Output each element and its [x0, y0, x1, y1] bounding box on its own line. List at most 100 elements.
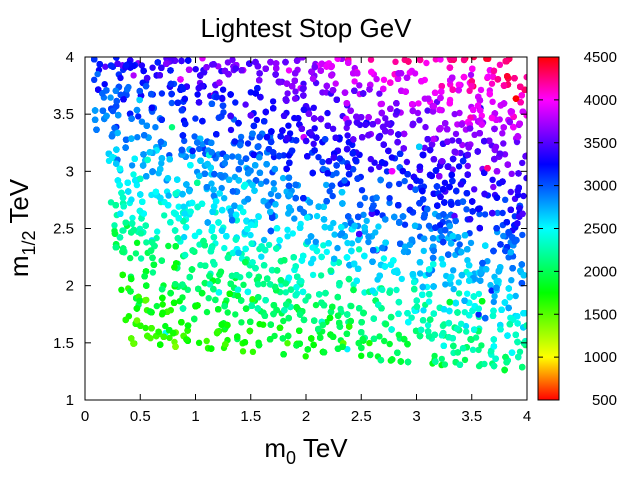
- data-point: [361, 194, 369, 202]
- data-point: [488, 80, 496, 87]
- data-point: [208, 180, 215, 187]
- data-point: [464, 162, 471, 170]
- data-point: [309, 271, 317, 279]
- data-point: [249, 296, 256, 303]
- data-point: [519, 159, 526, 167]
- data-point: [117, 74, 124, 82]
- data-point: [456, 109, 463, 117]
- data-point: [471, 131, 478, 138]
- data-point: [221, 195, 228, 202]
- data-point: [130, 72, 137, 79]
- data-point: [219, 86, 227, 93]
- data-point: [424, 283, 431, 291]
- data-point: [162, 322, 169, 330]
- data-point: [386, 195, 393, 202]
- data-point: [128, 162, 136, 169]
- data-point: [302, 353, 309, 360]
- data-point: [344, 239, 351, 247]
- data-point: [373, 75, 380, 83]
- data-point: [192, 115, 199, 122]
- data-point: [107, 199, 115, 206]
- data-point: [128, 196, 135, 203]
- data-point: [485, 57, 492, 62]
- data-point: [348, 302, 355, 310]
- data-point: [462, 322, 470, 330]
- data-point: [289, 230, 296, 237]
- data-point: [478, 342, 485, 349]
- data-point: [425, 298, 433, 305]
- data-point: [239, 348, 247, 355]
- data-point: [461, 356, 469, 364]
- data-point: [310, 140, 317, 147]
- data-point: [332, 80, 339, 87]
- data-point: [422, 123, 429, 131]
- data-point: [361, 289, 368, 296]
- data-point: [221, 244, 228, 252]
- data-point: [179, 294, 186, 301]
- data-point: [205, 295, 212, 302]
- data-point: [330, 219, 337, 227]
- data-point: [143, 239, 150, 246]
- data-point: [203, 337, 210, 345]
- data-point: [166, 334, 173, 342]
- data-point: [118, 286, 125, 293]
- data-point: [344, 132, 351, 139]
- data-point: [134, 134, 141, 141]
- data-point: [366, 339, 373, 347]
- data-point: [199, 140, 206, 148]
- data-point: [367, 57, 375, 63]
- data-point: [488, 287, 495, 294]
- data-point: [392, 58, 399, 65]
- data-point: [407, 183, 414, 191]
- data-point: [165, 192, 172, 199]
- data-point: [373, 209, 380, 216]
- data-point: [516, 348, 524, 355]
- data-point: [363, 217, 370, 225]
- data-point: [408, 314, 415, 321]
- data-point: [386, 199, 393, 207]
- data-point: [499, 209, 506, 217]
- data-point: [502, 196, 509, 203]
- data-point: [242, 101, 249, 108]
- data-point: [271, 332, 278, 340]
- data-point: [224, 309, 231, 316]
- data-point: [203, 308, 211, 316]
- data-point: [129, 214, 136, 222]
- data-point: [132, 250, 140, 257]
- data-point: [329, 125, 337, 132]
- data-point: [355, 246, 363, 253]
- data-point: [107, 94, 114, 101]
- data-point: [232, 99, 239, 106]
- data-point: [455, 81, 462, 88]
- data-point: [149, 64, 156, 71]
- data-point: [323, 181, 330, 189]
- data-point: [494, 209, 501, 217]
- data-point: [475, 290, 483, 298]
- data-point: [463, 328, 470, 335]
- data-point: [471, 186, 478, 193]
- data-point: [458, 320, 465, 327]
- data-point: [476, 210, 483, 218]
- data-point: [376, 90, 383, 97]
- data-point: [229, 153, 236, 160]
- data-point: [334, 244, 341, 252]
- data-point: [420, 247, 427, 255]
- data-point: [431, 352, 438, 360]
- data-point: [210, 192, 217, 199]
- data-point: [388, 154, 396, 161]
- data-point: [416, 270, 424, 277]
- data-point: [377, 100, 384, 108]
- data-point: [489, 176, 496, 183]
- data-point: [386, 340, 393, 348]
- data-point: [127, 254, 134, 262]
- data-point: [360, 211, 367, 218]
- data-point: [450, 267, 457, 274]
- data-point: [381, 337, 388, 345]
- data-point: [265, 241, 273, 249]
- data-point: [258, 253, 265, 260]
- data-point: [481, 211, 489, 218]
- data-point: [411, 70, 419, 77]
- data-point: [416, 117, 423, 124]
- data-point: [356, 82, 363, 89]
- data-point: [158, 160, 165, 167]
